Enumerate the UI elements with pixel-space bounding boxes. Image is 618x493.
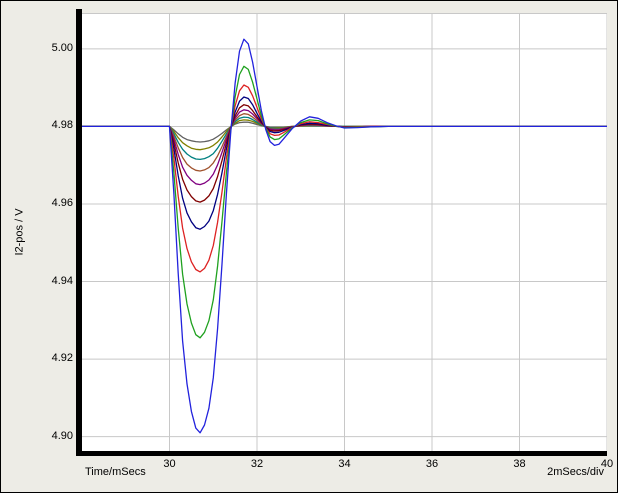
trace-run-10[interactable] bbox=[82, 38, 607, 434]
y-tick-label: 4.90 bbox=[51, 429, 73, 442]
x-axis-label: Time/mSecs bbox=[85, 466, 146, 478]
y-tick-label: 4.98 bbox=[51, 119, 73, 132]
x-tick-label: 34 bbox=[338, 458, 351, 470]
y-tick-label: 4.94 bbox=[51, 274, 73, 287]
x-tick-label: 32 bbox=[250, 458, 264, 470]
y-tick-label: 5.00 bbox=[51, 41, 73, 54]
x-tick-label: 40 bbox=[600, 458, 614, 470]
x-tick-label: 38 bbox=[513, 458, 526, 470]
y-tick-label: 4.92 bbox=[51, 352, 73, 365]
plot-area[interactable] bbox=[82, 13, 607, 451]
y-axis-bar bbox=[76, 9, 82, 456]
y-tick-label: 4.96 bbox=[51, 197, 73, 209]
y-axis-label: I2-pos / V bbox=[14, 207, 27, 256]
scale-per-div-label: 2mSecs/div bbox=[547, 466, 604, 478]
x-tick-label: 36 bbox=[425, 458, 439, 470]
y-axis-label-wrap: I2-pos / V bbox=[7, 13, 33, 450]
x-axis-bar bbox=[76, 450, 607, 456]
x-tick-label: 30 bbox=[163, 458, 176, 470]
plot-svg[interactable] bbox=[82, 14, 607, 451]
